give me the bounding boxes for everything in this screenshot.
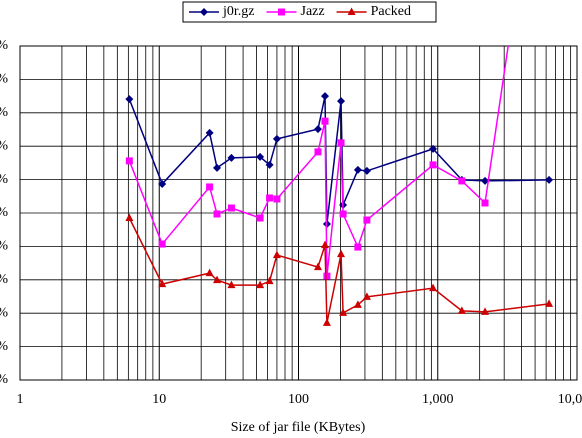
data-point bbox=[363, 216, 371, 224]
data-point bbox=[158, 240, 166, 248]
data-point bbox=[205, 268, 214, 277]
data-point bbox=[313, 125, 322, 134]
y-tick-label: 100% bbox=[0, 38, 8, 53]
y-tick-label: 0% bbox=[0, 372, 8, 387]
data-point bbox=[458, 177, 466, 185]
x-tick-label: 10 bbox=[152, 392, 166, 407]
legend-box bbox=[182, 1, 437, 23]
legend-marker bbox=[200, 8, 208, 16]
x-axis-label: Size of jar file (KBytes) bbox=[231, 420, 366, 435]
data-point bbox=[321, 92, 330, 101]
data-point bbox=[545, 175, 554, 184]
data-point bbox=[213, 275, 222, 284]
data-point bbox=[481, 199, 489, 207]
y-tick-label: 50% bbox=[0, 205, 8, 220]
data-point bbox=[158, 179, 167, 188]
data-point bbox=[362, 166, 371, 175]
data-point bbox=[265, 276, 274, 285]
y-tick-label: 80% bbox=[0, 105, 8, 120]
y-tick-label: 70% bbox=[0, 138, 8, 153]
data-point bbox=[227, 280, 236, 289]
y-tick-label: 60% bbox=[0, 172, 8, 187]
data-point bbox=[265, 160, 274, 169]
data-point bbox=[354, 243, 362, 251]
data-point bbox=[457, 306, 466, 314]
data-point bbox=[337, 97, 346, 106]
data-point bbox=[545, 299, 554, 307]
data-point bbox=[125, 95, 134, 104]
data-point bbox=[321, 117, 329, 125]
data-point bbox=[272, 134, 281, 143]
legend-label: Packed bbox=[371, 4, 411, 19]
data-point bbox=[227, 153, 236, 162]
data-point bbox=[272, 250, 281, 259]
y-tick-label: 90% bbox=[0, 72, 8, 87]
data-point bbox=[339, 308, 348, 316]
data-point bbox=[158, 279, 167, 288]
data-point bbox=[353, 300, 362, 308]
legend-label: j0r.gz bbox=[222, 4, 255, 19]
data-point bbox=[337, 139, 345, 147]
data-point bbox=[125, 157, 133, 165]
x-tick-label: 1 bbox=[17, 392, 24, 407]
data-point bbox=[125, 213, 134, 222]
data-point bbox=[362, 292, 371, 300]
data-point bbox=[227, 204, 235, 212]
x-tick-label: 100 bbox=[288, 392, 309, 407]
data-point bbox=[266, 194, 274, 202]
data-point bbox=[481, 307, 490, 315]
data-point bbox=[429, 161, 437, 169]
legend-marker bbox=[278, 8, 285, 16]
data-point bbox=[206, 183, 214, 191]
data-point bbox=[429, 144, 438, 153]
data-point bbox=[256, 152, 265, 161]
legend-label: Jazz bbox=[301, 4, 325, 19]
data-point bbox=[213, 210, 221, 218]
legend-marker bbox=[347, 7, 356, 15]
data-point bbox=[322, 318, 331, 326]
series-layer bbox=[125, 46, 554, 326]
y-tick-label: 30% bbox=[0, 272, 8, 287]
data-point bbox=[337, 249, 346, 258]
data-point bbox=[273, 195, 281, 203]
data-point bbox=[314, 148, 322, 156]
data-point bbox=[339, 210, 347, 218]
data-point bbox=[256, 214, 264, 222]
y-tick-label: 20% bbox=[0, 305, 8, 320]
data-point bbox=[313, 262, 322, 271]
data-point bbox=[429, 283, 438, 292]
y-tick-label: 40% bbox=[0, 239, 8, 254]
x-tick-label: 10,000 bbox=[558, 392, 582, 407]
data-point bbox=[213, 163, 222, 172]
data-point bbox=[321, 240, 330, 249]
data-point bbox=[256, 280, 265, 289]
legend: j0r.gz Jazz Packed bbox=[182, 1, 437, 23]
data-point bbox=[205, 128, 214, 137]
data-point bbox=[323, 272, 331, 280]
y-tick-label: 10% bbox=[0, 339, 8, 354]
data-point bbox=[481, 176, 490, 185]
data-point bbox=[353, 165, 362, 174]
x-tick-label: 1,000 bbox=[422, 392, 454, 407]
